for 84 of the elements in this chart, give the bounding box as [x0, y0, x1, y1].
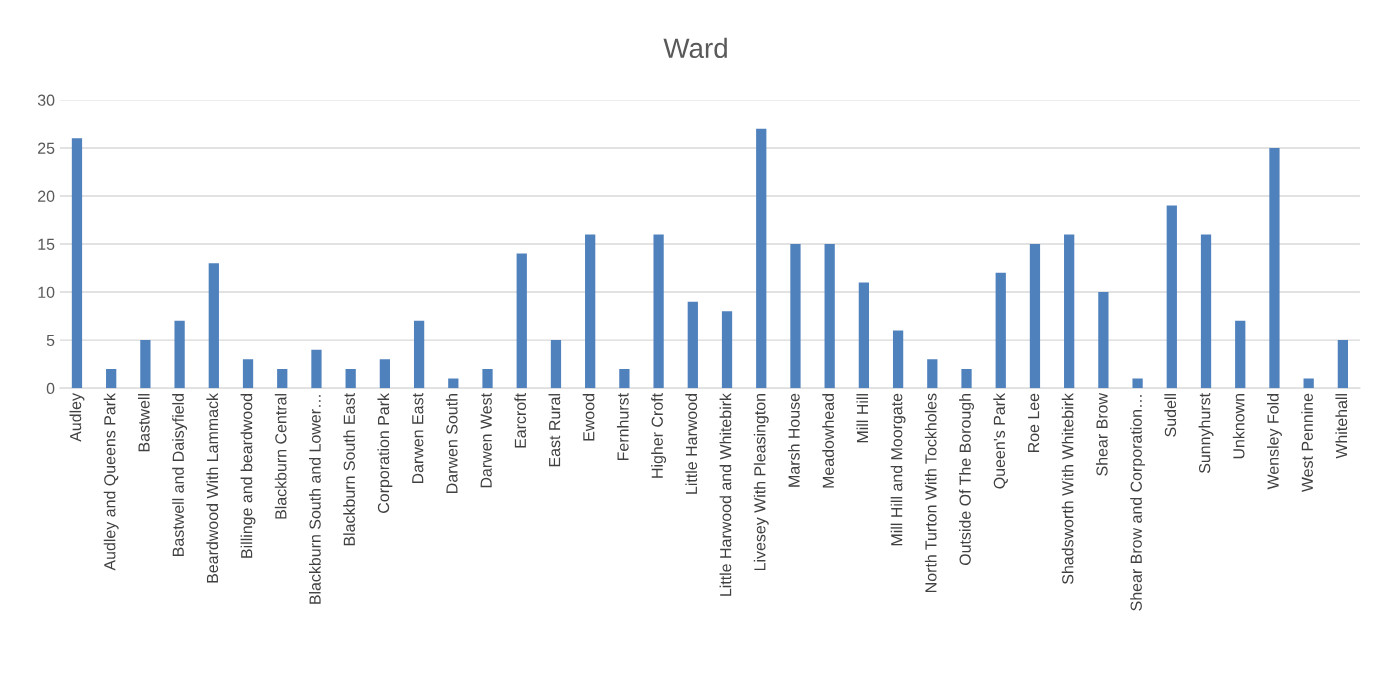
bar: [824, 244, 835, 389]
bar: [277, 368, 288, 389]
x-tick-label: Little Harwood: [685, 394, 698, 494]
x-tick-label: Higher Croft: [651, 393, 667, 478]
bar: [516, 253, 527, 389]
bar: [208, 263, 219, 389]
x-tick-label: Billinge and beardwood: [240, 394, 256, 558]
bar: [995, 272, 1006, 389]
x-tick-label: Queen's Park: [993, 392, 1008, 489]
x-tick-label: Marsh House: [788, 393, 800, 487]
bar: [106, 368, 117, 389]
bar: [619, 368, 630, 389]
x-tick-label: Bastwell and Daisyfield: [172, 394, 188, 556]
y-tick-label: 30: [37, 94, 55, 106]
x-tick-label: Audley: [69, 393, 85, 442]
x-tick-label: Wensley Fold: [1267, 394, 1282, 490]
y-tick-label: 10: [38, 286, 55, 298]
x-tick-label: Blackburn South East: [343, 393, 355, 546]
x-tick-label: Mill Hill: [856, 394, 869, 443]
bar: [687, 301, 698, 389]
y-tick-label: 20: [38, 190, 55, 202]
bar: [379, 359, 391, 389]
bar: [311, 349, 322, 389]
x-tick-label: Beardwood With Lammack: [206, 392, 219, 583]
x-tick-label: Sudell: [1164, 394, 1177, 437]
bar: [1337, 340, 1349, 389]
y-tick-label: 0: [46, 382, 55, 395]
bar: [482, 368, 493, 389]
x-tick-label: Blackburn South and Lower…: [309, 395, 321, 604]
bar: [1098, 292, 1109, 389]
bar: [1235, 320, 1246, 389]
bar: [756, 128, 767, 389]
x-tick-label: Fernhurst: [616, 393, 629, 461]
bar: [413, 320, 425, 389]
x-tick-label: Darwen East: [412, 393, 424, 484]
x-tick-label: West Pennine: [1301, 393, 1313, 493]
bar: [345, 368, 356, 389]
x-tick-label: Shear Brow: [1095, 392, 1108, 476]
bar: [174, 320, 185, 389]
bar: [448, 378, 459, 389]
x-tick-label: Darwen South: [445, 394, 458, 493]
x-tick-label: Audley and Queens Park: [103, 392, 119, 571]
x-tick-label: Darwen West: [480, 393, 492, 488]
x-tick-label: Sunnyhurst: [1198, 393, 1214, 474]
x-tick-label: North Turton With Tockholes: [924, 393, 937, 592]
x-tick-label: Bastwell: [137, 394, 150, 452]
bar: [550, 340, 562, 389]
x-tick-label: Whitehall: [1335, 394, 1348, 459]
x-tick-label: Roe Lee: [1028, 393, 1040, 453]
bar: [721, 311, 733, 389]
x-tick-label: Outside Of The Borough: [959, 394, 974, 566]
bar: [1200, 234, 1212, 389]
x-tick-label: Little Harwood and Whitebirk: [719, 392, 732, 596]
bar: [1029, 244, 1041, 389]
bar: [961, 368, 972, 389]
x-tick-label: Blackburn Central: [274, 394, 287, 519]
x-tick-label: Unknown: [1232, 394, 1245, 459]
bar: [140, 340, 151, 389]
bar: [242, 359, 254, 389]
y-tick-label: 15: [38, 238, 55, 250]
bar: [790, 244, 801, 389]
bar: [653, 234, 664, 389]
bar: [1269, 147, 1280, 389]
y-tick-label: 5: [46, 334, 55, 347]
x-tick-label: Earcroft: [514, 393, 527, 448]
x-tick-label: East Rural: [548, 394, 561, 467]
x-tick-label: Meadowhead: [822, 394, 834, 488]
y-tick-label: 25: [38, 142, 55, 154]
bar: [1303, 378, 1314, 389]
x-tick-label: Livesey With Pleasington: [753, 394, 769, 571]
bar: [1166, 205, 1177, 389]
bar: [927, 359, 938, 389]
x-tick-label: Shear Brow and Corporation…: [1130, 395, 1146, 611]
x-tick-label: Shadsworth With Whitebirk: [1061, 392, 1074, 584]
bar: [71, 138, 83, 389]
bar: [1064, 234, 1075, 389]
bar: [892, 330, 904, 389]
bar: [585, 234, 596, 389]
bar: [858, 282, 870, 389]
x-tick-label: Corporation Park: [377, 392, 393, 513]
x-tick-label: Mill Hill and Moorgate: [890, 393, 906, 546]
chart-title: Ward: [663, 37, 727, 59]
bar: [1132, 378, 1143, 389]
x-tick-label: Ewood: [582, 394, 595, 441]
